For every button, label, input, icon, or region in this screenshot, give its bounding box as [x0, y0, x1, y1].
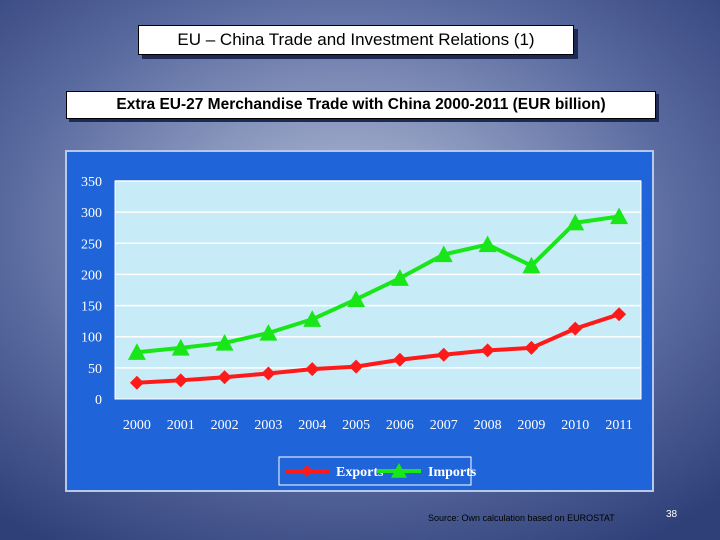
data-point-imports: [347, 290, 366, 307]
legend-marker-exports: [301, 465, 313, 477]
data-point-exports: [436, 347, 451, 362]
y-tick-label: 50: [88, 362, 102, 377]
y-tick-label: 100: [81, 331, 102, 346]
chart-frame: 0 50 100 150 200 250 300 350 2000 2001 2002 2003 200…: [65, 150, 654, 492]
series-line-exports: [136, 312, 620, 385]
data-point-imports: [610, 207, 629, 225]
x-tick-label: 2001: [167, 418, 195, 433]
data-point-imports: [478, 235, 497, 253]
series-line-imports: [136, 214, 620, 355]
data-point-exports: [217, 370, 232, 385]
y-tick-label: 200: [81, 268, 102, 283]
data-point-exports: [612, 307, 627, 322]
data-point-imports: [566, 213, 585, 231]
trade-line-chart: 0 50 100 150 200 250 300 350 2000 2001 2002 2003 200…: [65, 150, 654, 492]
y-tick-label: 300: [81, 206, 102, 221]
x-tick-label: 2008: [474, 418, 502, 433]
x-tick-label: 2009: [517, 418, 545, 433]
data-point-exports: [392, 352, 407, 367]
chart-title: Extra EU-27 Merchandise Trade with China…: [66, 91, 656, 119]
legend-label-imports: Imports: [428, 465, 477, 480]
x-tick-label: 2000: [123, 418, 151, 433]
x-tick-label: 2003: [254, 418, 282, 433]
data-point-imports: [171, 338, 190, 356]
data-point-exports: [305, 362, 320, 377]
data-point-imports: [390, 269, 409, 286]
x-tick-label: 2010: [561, 418, 589, 433]
data-point-imports: [127, 343, 146, 360]
data-point-imports: [522, 256, 541, 274]
x-tick-label: 2005: [342, 418, 370, 433]
y-tick-label: 150: [81, 300, 102, 315]
x-tick-label: 2004: [298, 418, 326, 433]
data-point-exports: [524, 340, 539, 355]
data-point-imports: [434, 245, 453, 263]
legend-marker-imports: [391, 463, 407, 478]
data-point-exports: [568, 321, 583, 336]
x-tick-label: 2002: [211, 418, 239, 433]
y-tick-label: 350: [81, 175, 102, 190]
y-tick-label: 250: [81, 237, 102, 252]
data-point-exports: [261, 366, 276, 381]
data-point-exports: [349, 359, 364, 374]
y-tick-label: 0: [95, 393, 102, 408]
x-tick-label: 2007: [430, 418, 458, 433]
page-number: 38: [666, 509, 678, 520]
data-point-imports: [259, 323, 278, 341]
x-tick-label: 2006: [386, 418, 414, 433]
data-point-exports: [173, 373, 188, 388]
slide-title: EU – China Trade and Investment Relation…: [138, 25, 574, 55]
data-point-imports: [215, 333, 234, 351]
legend-label-exports: Exports: [336, 465, 384, 480]
data-point-exports: [129, 375, 144, 390]
data-point-imports: [303, 310, 322, 327]
x-tick-label: 2011: [605, 418, 632, 433]
source-note: Source: Own calculation based on EUROSTA…: [428, 513, 615, 523]
data-point-exports: [480, 343, 495, 358]
